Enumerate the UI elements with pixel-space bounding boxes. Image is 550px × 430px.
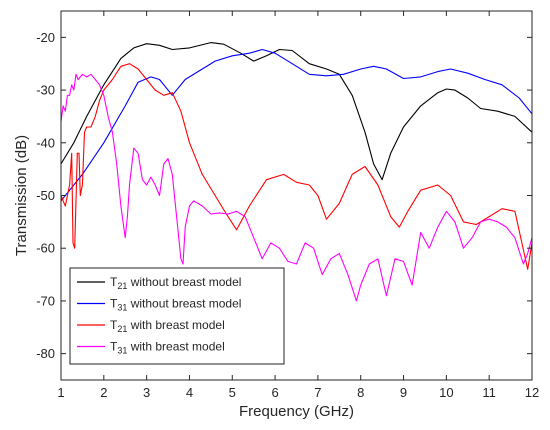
x-tick-label: 8 <box>357 385 364 400</box>
legend-symbol: T <box>110 340 118 354</box>
legend-subscript: 21 <box>117 281 127 291</box>
series-layer <box>60 42 533 302</box>
legend-symbol: T <box>110 275 118 289</box>
x-tick-label: 4 <box>186 385 193 400</box>
legend-entry-4: T31 with breast model <box>110 340 225 356</box>
ticks-layer: 1 2 3 4 5 6 7 8 9 10 11 12-20-30-40-50-60-70-80 <box>36 11 539 400</box>
x-tick-label: 6 <box>271 385 278 400</box>
legend-entry-2: T31 without breast model <box>110 297 241 313</box>
series-line-1 <box>60 42 533 181</box>
y-tick-label: -80 <box>36 346 55 361</box>
series-line-2 <box>60 48 533 202</box>
x-tick-label: 5 <box>229 385 236 400</box>
x-tick-label: 7 <box>314 385 321 400</box>
legend-label: without breast model <box>127 275 241 289</box>
x-tick-label: 9 <box>400 385 407 400</box>
y-tick-label: -50 <box>36 188 55 203</box>
legend-subscript: 31 <box>117 346 127 356</box>
x-tick-label: 12 <box>525 385 539 400</box>
legend-entry-3: T21 with breast model <box>110 318 225 334</box>
legend-subscript: 31 <box>117 303 127 313</box>
y-tick-label: -30 <box>36 83 55 98</box>
x-tick-label: 10 <box>439 385 453 400</box>
y-tick-label: -20 <box>36 30 55 45</box>
legend-label: with breast model <box>127 318 224 332</box>
x-tick-label: 11 <box>482 385 496 400</box>
y-tick-label: -70 <box>36 293 55 308</box>
series-line-4 <box>60 73 533 302</box>
legend-symbol: T <box>110 318 118 332</box>
y-tick-label: -60 <box>36 241 55 256</box>
legend-subscript: 21 <box>117 324 127 334</box>
y-axis-title: Transmission (dB) <box>13 135 30 256</box>
legend-label: without breast model <box>127 297 241 311</box>
x-tick-label: 1 <box>57 385 64 400</box>
x-tick-label: 2 <box>100 385 107 400</box>
x-tick-label: 3 <box>143 385 150 400</box>
legend-box <box>69 267 285 365</box>
x-axis-title: Frequency (GHz) <box>239 403 354 420</box>
legend-entry-1: T21 without breast model <box>110 275 241 291</box>
legend-symbol: T <box>110 297 118 311</box>
y-tick-label: -40 <box>36 135 55 150</box>
legend-label: with breast model <box>127 340 224 354</box>
series-line-3 <box>60 63 533 270</box>
